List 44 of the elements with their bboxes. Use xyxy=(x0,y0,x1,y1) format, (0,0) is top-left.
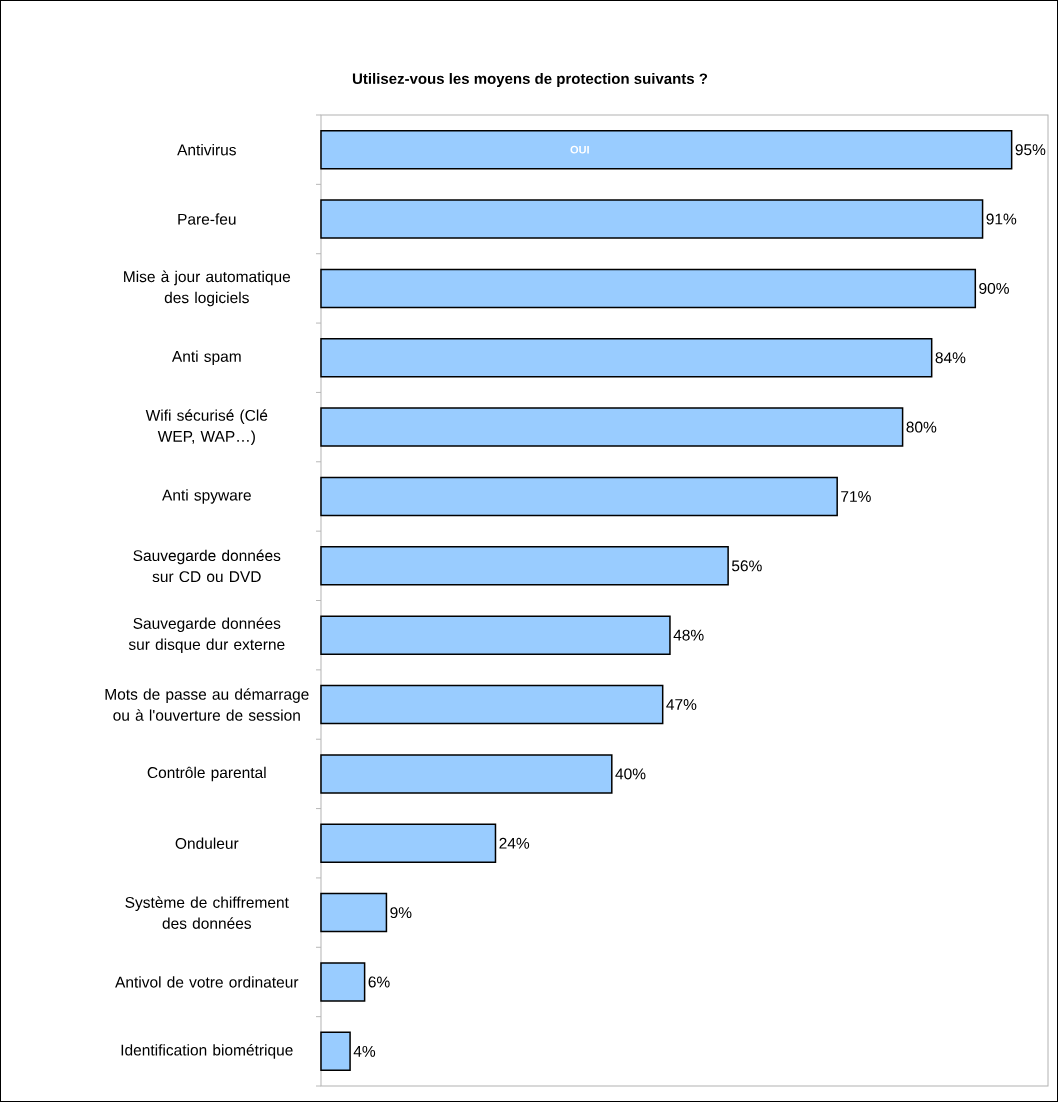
y-tick-label: Antivirus xyxy=(177,143,236,156)
data-label: 56% xyxy=(731,560,762,572)
data-label: 48% xyxy=(673,629,704,641)
data-label: 91% xyxy=(986,213,1017,225)
data-label: 47% xyxy=(666,699,697,710)
data-label: 84% xyxy=(935,352,966,364)
y-tick-label: Système de chiffrement des données xyxy=(125,896,289,929)
bar xyxy=(320,962,366,1002)
bar xyxy=(320,754,613,794)
y-tick-label: Sauvegarde données sur disque dur externe xyxy=(128,617,285,653)
data-label: 71% xyxy=(841,491,871,502)
bar xyxy=(320,268,977,309)
y-tick-label: Mots de passe au démarrage ou à l'ouverture de session xyxy=(105,688,309,721)
bar xyxy=(320,338,933,378)
y-tick-label: Anti spyware xyxy=(162,489,251,504)
y-tick-label: Onduleur xyxy=(175,837,239,849)
data-label: 9% xyxy=(390,907,412,919)
y-tick-label: Sauvegarde données sur CD ou DVD xyxy=(133,549,281,583)
bar xyxy=(320,823,497,864)
bar xyxy=(320,684,664,725)
bar xyxy=(320,892,388,933)
bar xyxy=(320,129,1013,170)
y-tick-label: Mise à jour automatique des logiciels xyxy=(124,270,291,307)
data-label: 80% xyxy=(906,421,937,433)
bar xyxy=(320,199,984,239)
annotation: OUI xyxy=(570,145,589,154)
chart-title: Utilisez-vous les moyens de protection suivants ? xyxy=(352,73,708,87)
bar xyxy=(320,615,671,655)
bar xyxy=(320,546,729,586)
y-tick-label: Wifi sécurisé (Clé WEP, WAP…) xyxy=(145,409,268,445)
data-label: 6% xyxy=(368,976,390,988)
data-label: 90% xyxy=(979,282,1009,294)
y-tick-label: Contrôle parental xyxy=(147,766,266,782)
bar xyxy=(320,476,838,517)
y-tick-label: Identification biométrique xyxy=(121,1044,293,1059)
data-label: 4% xyxy=(353,1045,376,1057)
y-tick-label: Pare-feu xyxy=(178,213,236,225)
y-tick-label: Antivol de votre ordinateur xyxy=(115,976,299,988)
data-label: 95% xyxy=(1015,144,1046,156)
data-label: 24% xyxy=(499,837,530,849)
bar xyxy=(320,1031,351,1072)
bar xyxy=(320,407,904,447)
data-label: 40% xyxy=(615,768,646,780)
y-tick-label: Anti spam xyxy=(171,350,241,365)
